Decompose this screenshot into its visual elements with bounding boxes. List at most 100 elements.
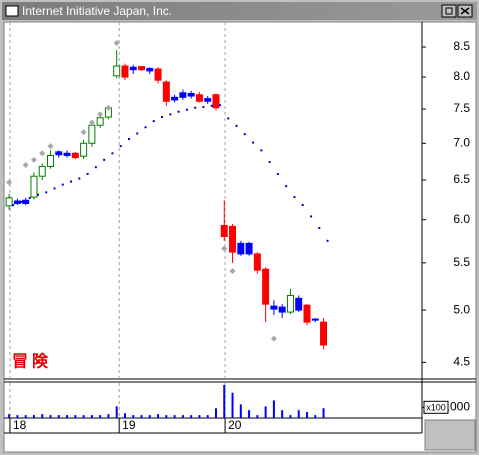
candle-body — [55, 151, 63, 156]
sar-point — [22, 161, 29, 168]
sar-point — [6, 179, 13, 186]
candle-body — [262, 268, 270, 305]
corner-box — [424, 419, 476, 451]
sar-point — [80, 129, 87, 136]
volume-bar — [297, 410, 300, 418]
ma-dot — [276, 172, 279, 175]
candle-body — [278, 306, 286, 313]
ma-dot — [185, 108, 188, 111]
candle-body — [88, 124, 96, 144]
volume-bar — [123, 413, 126, 418]
volume-bar — [264, 406, 267, 418]
sar-point — [97, 111, 104, 118]
candle-body — [212, 94, 220, 109]
volume-bar — [239, 404, 242, 418]
sar-point — [39, 150, 46, 157]
window-title: Internet Initiative Japan, Inc. — [22, 4, 172, 18]
volume-bar — [181, 415, 184, 418]
volume-bar — [223, 384, 226, 418]
ma-dot — [243, 133, 246, 136]
volume-bar — [32, 415, 35, 418]
ma-dot — [111, 152, 114, 155]
volume-bar — [74, 415, 77, 418]
volume-bar — [256, 415, 259, 418]
y-tick-label: 7.5 — [453, 101, 470, 115]
sar-point — [221, 245, 228, 252]
ma-dot — [53, 187, 56, 190]
volume-bar — [99, 415, 102, 418]
volume-bar — [165, 415, 168, 418]
candle-body — [320, 321, 328, 346]
ma-dot — [136, 132, 139, 135]
ma-dot — [169, 113, 172, 116]
volume-bar — [289, 415, 292, 418]
volume-bar — [148, 415, 151, 418]
volume-unit: x100 — [426, 403, 446, 413]
candle-body — [204, 98, 212, 102]
maximize-icon — [445, 7, 453, 15]
volume-bar — [57, 415, 60, 418]
ma-dot — [127, 138, 130, 141]
ma-dot — [318, 227, 321, 230]
sar-point — [30, 156, 37, 163]
volume-bar — [231, 392, 234, 418]
candle-body — [63, 152, 71, 156]
volume-bar — [66, 415, 69, 418]
candle-body — [270, 305, 278, 310]
candle-body — [162, 81, 170, 102]
ma-dot — [268, 161, 271, 164]
volume-bar — [115, 406, 118, 418]
volume-bar — [272, 400, 275, 418]
volume-bar — [190, 415, 193, 418]
ma-dot — [285, 185, 288, 188]
x-tick-label: 20 — [228, 418, 242, 432]
volume-bar — [41, 414, 44, 418]
candle-body — [220, 225, 228, 238]
candle-body — [179, 92, 187, 98]
ma-dot — [152, 120, 155, 123]
candle-body — [171, 96, 179, 101]
volume-bar — [281, 410, 284, 418]
ma-dot — [235, 124, 238, 127]
candle-body — [5, 197, 13, 207]
chart-area — [3, 21, 477, 453]
y-tick-label: 7.0 — [453, 135, 470, 149]
volume-bar — [107, 414, 110, 418]
candle-body — [13, 200, 21, 204]
candle-body — [138, 66, 146, 71]
maximize-button[interactable] — [441, 4, 457, 18]
sar-point — [47, 143, 54, 150]
candle-body — [47, 154, 55, 167]
y-tick-label: 6.0 — [453, 212, 470, 226]
ma-dot — [94, 166, 97, 169]
ma-dot — [293, 196, 296, 199]
close-icon — [460, 7, 470, 15]
ma-dot — [161, 116, 164, 119]
ma-dot — [202, 106, 205, 109]
ma-dot — [45, 191, 48, 194]
volume-bar — [248, 410, 251, 418]
volume-bar — [314, 415, 317, 418]
volume-bar — [198, 415, 201, 418]
y-tick-label: 4.5 — [453, 355, 470, 369]
sar-point — [105, 104, 112, 111]
ma-dot — [119, 145, 122, 148]
ma-dot — [20, 200, 23, 203]
ma-dot — [177, 110, 180, 113]
ma-dot — [144, 126, 147, 129]
candle-body — [129, 66, 137, 71]
candle-body — [71, 152, 79, 159]
ma-dot — [36, 193, 39, 196]
ma-dot — [252, 141, 255, 144]
sar-point — [229, 268, 236, 275]
volume-bar — [157, 414, 160, 418]
y-tick-label: 5.0 — [453, 302, 470, 316]
volume-bar — [24, 415, 27, 418]
volume-bar — [90, 415, 93, 418]
volume-bar — [8, 414, 11, 418]
y-tick-label: 8.0 — [453, 69, 470, 83]
volume-bar — [132, 415, 135, 418]
candle-body — [303, 304, 311, 323]
y-tick-label: 8.5 — [453, 39, 470, 53]
